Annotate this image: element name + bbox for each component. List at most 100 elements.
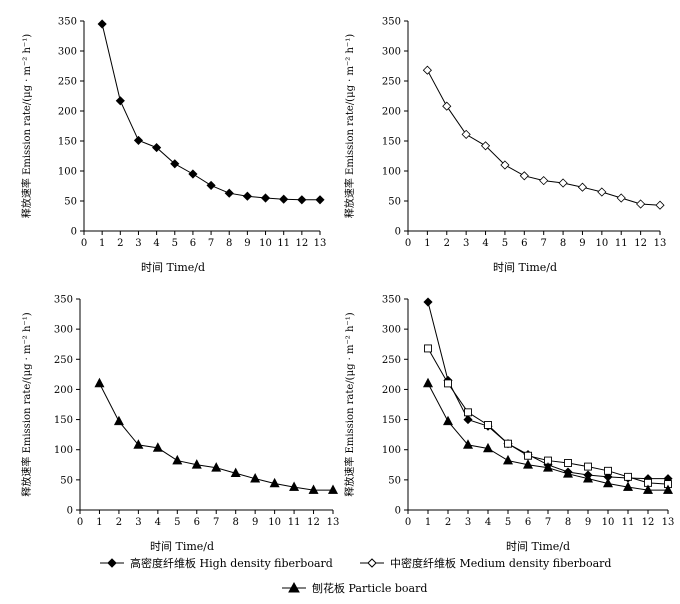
x-tick-label: 11 — [615, 238, 628, 249]
y-tick-label: 200 — [58, 107, 77, 118]
data-point — [597, 187, 607, 197]
data-point — [539, 176, 549, 186]
x-tick-label: 13 — [662, 517, 675, 528]
data-point — [242, 191, 252, 201]
data-point — [643, 484, 653, 494]
x-tick-label: 12 — [634, 238, 647, 249]
data-point — [442, 101, 452, 111]
data-point — [422, 65, 432, 75]
data-point — [170, 159, 180, 169]
x-tick-label: 13 — [654, 238, 667, 249]
data-point — [603, 477, 613, 488]
x-axis-label: 时间 Time/d — [506, 540, 570, 553]
data-point — [523, 459, 533, 469]
x-tick-label: 9 — [579, 238, 585, 249]
data-point — [504, 439, 512, 448]
x-axis-label: 时间 Time/d — [141, 261, 205, 274]
data-point — [577, 182, 588, 192]
data-point — [188, 169, 198, 179]
data-point — [191, 459, 202, 469]
data-point — [583, 473, 593, 483]
x-tick-label: 0 — [405, 517, 411, 528]
x-tick-label: 8 — [565, 517, 571, 528]
series-line — [101, 23, 320, 201]
x-tick-label: 2 — [444, 238, 450, 249]
y-tick-label: 200 — [382, 385, 401, 396]
data-point — [616, 193, 626, 203]
x-tick-label: 5 — [172, 238, 178, 249]
data-point — [250, 473, 261, 483]
data-point — [113, 415, 124, 426]
y-tick-label: 0 — [71, 227, 77, 238]
data-point — [94, 377, 105, 388]
x-tick-label: 10 — [602, 517, 615, 528]
x-tick-label: 6 — [190, 238, 196, 249]
x-tick-label: 5 — [174, 517, 180, 528]
x-tick-label: 12 — [642, 517, 655, 528]
y-tick-label: 50 — [388, 475, 401, 486]
data-point — [152, 442, 163, 452]
data-point — [524, 451, 532, 460]
y-tick-label: 300 — [54, 325, 73, 336]
data-point — [623, 481, 633, 491]
x-tick-label: 5 — [502, 238, 508, 249]
data-point — [484, 421, 492, 429]
x-tick-label: 13 — [327, 517, 340, 528]
data-point — [636, 199, 646, 209]
x-tick-label: 9 — [585, 517, 591, 528]
y-axis-label: 释放速率 Emission rate/(μg · m⁻² h⁻¹) — [20, 34, 33, 218]
x-tick-label: 9 — [252, 517, 258, 528]
data-point — [463, 415, 473, 425]
data-point — [463, 439, 473, 449]
x-tick-label: 2 — [116, 517, 122, 528]
data-point — [172, 454, 183, 465]
data-point — [328, 484, 338, 494]
data-point — [663, 484, 673, 494]
y-tick-label: 150 — [382, 137, 401, 148]
y-tick-label: 200 — [382, 107, 401, 118]
data-point — [423, 377, 433, 388]
y-tick-label: 50 — [60, 475, 73, 486]
data-point — [480, 141, 491, 151]
x-tick-label: 4 — [485, 517, 491, 528]
x-tick-label: 0 — [81, 238, 87, 249]
x-tick-label: 3 — [135, 517, 141, 528]
x-tick-label: 5 — [505, 517, 511, 528]
y-tick-label: 0 — [67, 506, 73, 517]
data-point — [211, 462, 222, 472]
legend-label-medium-density: 中密度纤维板 Medium density fiberboard — [390, 556, 611, 570]
data-point — [297, 195, 307, 205]
data-point — [206, 180, 216, 190]
x-tick-label: 1 — [424, 238, 430, 249]
data-point — [315, 195, 325, 205]
x-tick-label: 10 — [259, 238, 272, 249]
legend-label-particle: 刨花板 Particle board — [312, 581, 427, 595]
x-tick-label: 7 — [545, 517, 551, 528]
x-tick-label: 7 — [541, 238, 547, 249]
x-tick-label: 10 — [268, 517, 281, 528]
data-point — [563, 468, 573, 478]
legend-marker-high-density — [107, 558, 117, 568]
y-tick-label: 250 — [58, 77, 77, 88]
x-tick-label: 3 — [463, 238, 469, 249]
x-tick-label: 4 — [482, 238, 488, 249]
data-point — [519, 171, 529, 181]
data-point — [133, 439, 144, 449]
x-tick-label: 8 — [233, 517, 239, 528]
x-tick-label: 8 — [560, 238, 566, 249]
x-tick-label: 0 — [77, 517, 83, 528]
y-tick-label: 100 — [382, 445, 401, 456]
y-tick-label: 300 — [382, 47, 401, 58]
y-tick-label: 300 — [382, 325, 401, 336]
y-axis-label: 释放速率 Emission rate/(μg · m⁻² h⁻¹) — [343, 34, 356, 218]
data-point — [443, 415, 453, 426]
data-point — [483, 442, 493, 453]
x-tick-label: 9 — [244, 238, 250, 249]
y-tick-label: 150 — [58, 137, 77, 148]
y-tick-label: 300 — [58, 47, 77, 58]
y-tick-label: 250 — [54, 355, 73, 366]
data-point — [655, 200, 665, 210]
y-tick-label: 100 — [382, 167, 401, 178]
